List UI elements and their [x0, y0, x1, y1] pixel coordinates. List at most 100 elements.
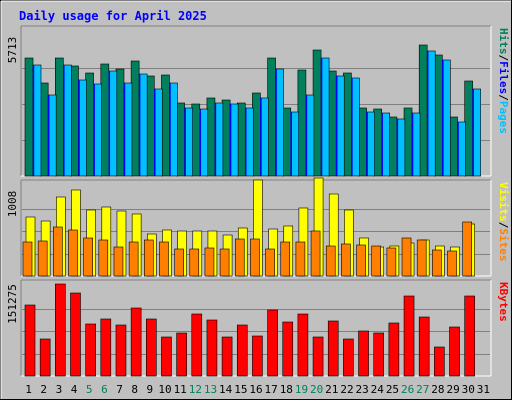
x-tick-label: 11 — [174, 383, 187, 396]
bar-hits — [373, 108, 383, 177]
bar-sites — [325, 245, 336, 277]
legend-top: Hits/Files/Pages — [497, 28, 510, 134]
bar-kbytes — [161, 336, 172, 377]
bar-kbytes — [403, 295, 415, 377]
x-tick-label: 1 — [25, 383, 32, 396]
bar-sites — [265, 248, 275, 277]
bar-kbytes — [55, 283, 66, 377]
legend-separator: / — [497, 55, 510, 62]
x-tick-label: 23 — [356, 383, 369, 396]
legend-pages: Pages — [497, 101, 510, 134]
y-max-label: 5713 — [6, 37, 19, 64]
bar-sites — [143, 239, 154, 277]
bar-kbytes — [252, 335, 263, 377]
bar-kbytes — [418, 316, 430, 377]
bar-hits — [343, 72, 352, 177]
x-tick-label: 24 — [371, 383, 385, 396]
x-tick-label: 15 — [234, 383, 247, 396]
bar-hits — [236, 102, 246, 177]
bar-hits — [100, 63, 110, 177]
x-tick-label: 16 — [249, 383, 262, 396]
bar-sites — [280, 241, 291, 277]
bar-sites — [462, 221, 472, 277]
bar-kbytes — [39, 338, 51, 377]
bar-sites — [447, 250, 457, 277]
x-tick-label: 4 — [71, 383, 78, 396]
bar-sites — [295, 241, 306, 277]
bar-sites — [189, 248, 200, 277]
bar-kbytes — [282, 321, 294, 377]
x-tick-label: 13 — [204, 383, 217, 396]
x-tick-label: 5 — [86, 383, 93, 396]
bar-hits — [252, 92, 261, 177]
x-tick-label: 28 — [431, 383, 444, 396]
bar-sites — [204, 247, 215, 277]
panel-bottom: 151275 KBytes — [6, 279, 510, 377]
x-tick-label: 21 — [325, 383, 338, 396]
bar-sites — [53, 226, 63, 277]
bar-sites — [68, 229, 78, 277]
panel-middle: 1008 Visits/Sites — [6, 177, 510, 277]
bar-sites — [356, 244, 366, 277]
bar-hits — [161, 74, 170, 177]
bar-kbytes — [449, 326, 460, 377]
bar-kbytes — [373, 332, 385, 377]
bar-sites — [416, 239, 427, 277]
x-tick-label: 18 — [280, 383, 293, 396]
bar-sites — [219, 248, 230, 277]
x-tick-label: 20 — [310, 383, 323, 396]
bar-hits — [418, 44, 428, 177]
bar-sites — [401, 237, 412, 277]
x-tick-label: 22 — [340, 383, 353, 396]
bar-kbytes — [358, 330, 369, 377]
bar-sites — [37, 240, 48, 277]
bar-hits — [358, 107, 367, 177]
bar-hits — [282, 107, 292, 177]
chart-title: Daily usage for April 2025 — [19, 9, 207, 23]
bar-sites — [174, 248, 184, 277]
bar-sites — [341, 243, 351, 277]
bar-kbytes — [206, 319, 218, 377]
x-tick-label: 10 — [158, 383, 171, 396]
legend-separator: / — [497, 222, 510, 229]
x-tick-label: 3 — [56, 383, 63, 396]
bar-hits — [449, 116, 458, 177]
x-tick-label: 19 — [295, 383, 308, 396]
bar-sites — [386, 247, 397, 277]
bar-kbytes — [115, 324, 127, 377]
y-max-label: 1008 — [6, 191, 19, 218]
y-max-label: 151275 — [6, 284, 19, 324]
bar-kbytes — [221, 336, 233, 377]
x-tick-label: 26 — [401, 383, 414, 396]
x-tick-label: 25 — [386, 383, 399, 396]
bar-kbytes — [388, 322, 400, 377]
bar-hits — [55, 57, 64, 177]
bar-sites — [159, 241, 169, 277]
x-tick-label: 17 — [265, 383, 278, 396]
bar-hits — [85, 72, 94, 177]
bar-hits — [434, 54, 443, 177]
bar-sites — [310, 230, 321, 277]
legend-visits: Visits — [497, 182, 510, 222]
legend-sites: Sites — [497, 228, 510, 261]
bar-sites — [371, 245, 382, 277]
bar-sites — [128, 241, 139, 277]
legend-hits: Hits — [497, 28, 510, 55]
x-tick-label: 2 — [40, 383, 47, 396]
bar-hits — [327, 70, 337, 177]
bar-kbytes — [297, 313, 309, 377]
bar-hits — [312, 49, 322, 177]
bar-hits — [267, 57, 276, 177]
x-tick-label: 12 — [189, 383, 202, 396]
x-tick-label: 8 — [131, 383, 138, 396]
bar-hits — [145, 75, 155, 177]
bar-sites — [98, 239, 109, 277]
x-tick-label: 27 — [416, 383, 429, 396]
legend-separator: / — [497, 94, 510, 101]
bar-kbytes — [267, 309, 278, 377]
panel-top: 5713 Hits/Files/Pages — [6, 25, 510, 177]
legend-kbytes: KBytes — [497, 282, 510, 322]
bar-kbytes — [236, 324, 248, 377]
bar-hits — [39, 82, 49, 177]
